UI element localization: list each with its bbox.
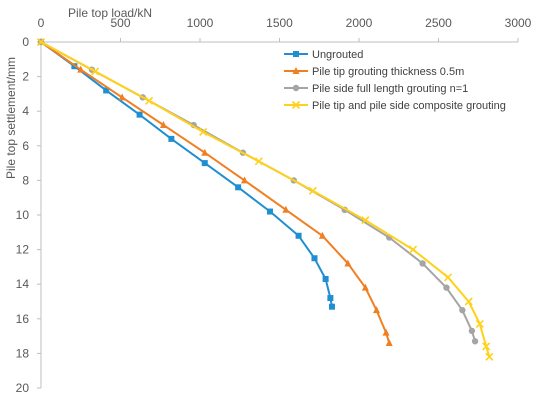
legend-label: Pile side full length grouting n=1 bbox=[312, 83, 468, 95]
x-tick-label: 2000 bbox=[346, 16, 373, 30]
series-4-point bbox=[36, 37, 46, 47]
series-1-point bbox=[201, 160, 208, 167]
x-tick-label: 2500 bbox=[425, 16, 452, 30]
y-tick-label: 16 bbox=[16, 312, 30, 326]
series-3-point bbox=[471, 338, 479, 345]
x-axis-title: Pile top load/kN bbox=[68, 6, 152, 20]
series-2 bbox=[37, 38, 393, 347]
series-1-point bbox=[293, 51, 299, 57]
series-2-point bbox=[159, 121, 167, 129]
x-tick-label: 3000 bbox=[505, 16, 532, 30]
series-4-point bbox=[291, 100, 301, 110]
series-2-point bbox=[372, 306, 380, 314]
series-1-point bbox=[103, 87, 110, 94]
series-2-point bbox=[318, 231, 326, 239]
series-layer bbox=[36, 37, 494, 361]
y-tick-label: 4 bbox=[22, 104, 29, 118]
series-1-point bbox=[235, 184, 242, 191]
series-2-point bbox=[344, 259, 352, 267]
series-1-line bbox=[40, 41, 333, 307]
y-tick-label: 12 bbox=[16, 243, 30, 257]
series-1 bbox=[38, 39, 335, 310]
legend-label: Pile tip and pile side composite groutin… bbox=[312, 100, 506, 112]
series-4-point bbox=[408, 245, 418, 254]
series-3-point bbox=[459, 306, 466, 314]
legend-item: Pile tip grouting thickness 0.5m bbox=[284, 66, 464, 78]
series-4-point bbox=[464, 297, 473, 306]
legend: Ungrouted Pile tip grouting thickness 0.5… bbox=[284, 49, 506, 112]
series-4-point bbox=[361, 216, 370, 225]
legend-item: Pile side full length grouting n=1 bbox=[284, 83, 468, 95]
series-3-point bbox=[419, 260, 426, 267]
y-tick-label: 18 bbox=[16, 346, 30, 360]
series-1-point bbox=[136, 111, 143, 118]
series-3-point bbox=[292, 84, 300, 92]
series-2-point bbox=[292, 67, 300, 74]
legend-item: Ungrouted bbox=[284, 49, 363, 61]
y-tick-label: 6 bbox=[22, 139, 29, 153]
y-tick-label: 8 bbox=[22, 173, 29, 187]
series-2-point bbox=[241, 176, 249, 184]
x-tick-label: 0 bbox=[38, 16, 45, 30]
series-4-point bbox=[475, 319, 484, 329]
y-axis-title: Pile top settlement/mm bbox=[4, 57, 18, 179]
series-4-point bbox=[90, 67, 100, 76]
series-4-point bbox=[443, 273, 453, 282]
x-tick-label: 1000 bbox=[187, 16, 214, 30]
y-tick-label: 2 bbox=[22, 70, 29, 84]
y-tick-label: 20 bbox=[16, 381, 30, 395]
series-4-point bbox=[485, 352, 494, 361]
y-tick-label: 10 bbox=[16, 208, 30, 222]
series-4 bbox=[36, 37, 494, 361]
series-1-point bbox=[327, 295, 334, 302]
series-2-point bbox=[77, 65, 85, 73]
series-1-point bbox=[328, 303, 335, 310]
series-2-point bbox=[201, 148, 209, 156]
series-4-point bbox=[482, 342, 491, 351]
series-3-point bbox=[443, 284, 450, 291]
series-4-point bbox=[145, 96, 154, 105]
series-2-point bbox=[118, 93, 126, 101]
series-2-point bbox=[361, 283, 369, 291]
series-1-point bbox=[322, 276, 329, 283]
axes: 0 500 1000 1500 2000 2500 3000 0 2 4 6 8 10 12 14 16 18 2… bbox=[16, 16, 532, 395]
x-tick-label: 500 bbox=[110, 16, 130, 30]
series-2-point bbox=[382, 328, 390, 336]
series-4-point bbox=[308, 186, 317, 195]
y-tick-label: 0 bbox=[22, 35, 29, 49]
y-tick-label: 14 bbox=[16, 277, 30, 291]
series-4-point bbox=[254, 157, 263, 166]
series-1-point bbox=[295, 232, 302, 239]
legend-label: Ungrouted bbox=[312, 49, 363, 61]
series-2-point bbox=[282, 205, 290, 213]
series-1-point bbox=[311, 255, 318, 262]
x-tick-label: 1500 bbox=[266, 16, 293, 30]
series-3-point bbox=[468, 327, 476, 335]
legend-item: Pile tip and pile side composite groutin… bbox=[284, 100, 506, 112]
series-4-point bbox=[199, 127, 208, 137]
legend-label: Pile tip grouting thickness 0.5m bbox=[312, 66, 464, 78]
series-1-point bbox=[168, 135, 175, 142]
series-2-point bbox=[385, 339, 393, 347]
series-1-point bbox=[266, 208, 273, 215]
